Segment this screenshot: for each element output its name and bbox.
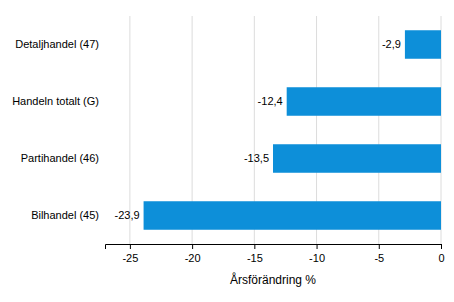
bar [273, 144, 441, 173]
data-label: -12,4 [258, 95, 283, 107]
x-axis-title: Årsförändring % [230, 272, 316, 287]
y-axis: Detaljhandel (47) Handeln totalt (G) Parti… [12, 38, 99, 221]
x-axis: -25 -20 -15 -10 -5 0 [106, 244, 445, 264]
axis-line [106, 245, 442, 250]
tick: 0 [438, 244, 444, 264]
tick-mark [379, 244, 380, 249]
tick-mark [317, 244, 318, 249]
tick: -15 [247, 244, 263, 264]
tick: -5 [374, 244, 384, 264]
tick-label: -25 [122, 252, 138, 264]
category-label: Detaljhandel (47) [15, 38, 99, 50]
category-label: Partihandel (46) [21, 152, 99, 164]
bar [287, 87, 441, 116]
category: Handeln totalt (G) [12, 95, 99, 107]
category: Partihandel (46) [21, 152, 99, 164]
category-label: Handeln totalt (G) [12, 95, 99, 107]
tick-mark [254, 244, 255, 249]
tick-label: 0 [438, 252, 444, 264]
category: Bilhandel (45) [31, 209, 99, 221]
bar [144, 201, 441, 230]
data-labels: -2,9 -12,4 -13,5 -23,9 [114, 38, 400, 221]
category-label: Bilhandel (45) [31, 209, 99, 221]
data-label: -13,5 [244, 152, 269, 164]
tick-label: -5 [374, 252, 384, 264]
tick: -10 [309, 244, 325, 264]
plot: -25 -20 -15 -10 -5 0 Detaljhandel (47) Handeln … [12, 16, 444, 264]
bars [144, 30, 441, 230]
tick: -20 [185, 244, 201, 264]
data-label: -23,9 [114, 209, 139, 221]
tick-mark [130, 244, 131, 249]
tick-mark [441, 244, 442, 249]
chart: -25 -20 -15 -10 -5 0 Detaljhandel (47) Handeln … [0, 0, 454, 302]
bar [405, 30, 441, 59]
tick-label: -20 [185, 252, 201, 264]
category: Detaljhandel (47) [15, 38, 99, 50]
tick-mark [192, 244, 193, 249]
tick: -25 [122, 244, 138, 264]
data-label: -2,9 [382, 38, 401, 50]
tick-label: -15 [247, 252, 263, 264]
grid [130, 16, 441, 244]
tick-label: -10 [309, 252, 325, 264]
